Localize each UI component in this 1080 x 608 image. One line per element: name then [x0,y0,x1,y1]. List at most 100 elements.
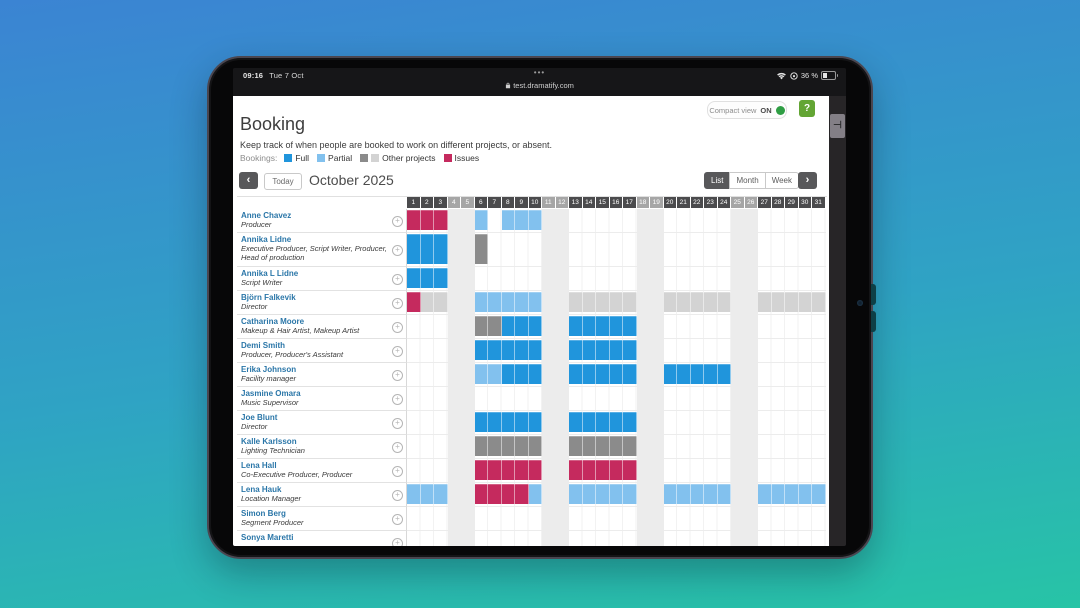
add-booking-icon[interactable]: + [392,466,403,477]
booking-cell-other_dark[interactable] [515,436,529,456]
booking-cell-full[interactable] [583,412,597,432]
booking-cell-full[interactable] [421,268,435,288]
day-header-5[interactable]: 5 [461,197,474,208]
booking-cell-partial[interactable] [488,364,502,384]
booking-cells-area[interactable] [407,363,826,387]
booking-cell-full[interactable] [677,364,691,384]
day-header-21[interactable]: 21 [677,197,690,208]
booking-cell-full[interactable] [569,412,583,432]
booking-cell-full[interactable] [691,364,705,384]
booking-cell-partial[interactable] [610,484,624,504]
day-header-7[interactable]: 7 [488,197,501,208]
booking-cells-area[interactable] [407,387,826,411]
booking-cell-full[interactable] [515,316,529,336]
booking-cell-issues[interactable] [515,460,529,480]
compact-view-toggle[interactable]: Compact view ON [707,101,787,119]
booking-cell-full[interactable] [718,364,732,384]
booking-cell-partial[interactable] [502,292,516,312]
booking-cell-full[interactable] [610,364,624,384]
day-header-15[interactable]: 15 [596,197,609,208]
add-booking-icon[interactable]: + [392,418,403,429]
booking-cells-area[interactable] [407,411,826,435]
booking-cell-partial[interactable] [569,484,583,504]
add-booking-icon[interactable]: + [392,490,403,501]
person-cell[interactable]: Annika L LidneScript Writer+ [237,267,407,291]
booking-cell-full[interactable] [488,340,502,360]
booking-cell-full[interactable] [529,412,543,432]
booking-cell-other_light[interactable] [434,292,448,312]
booking-cell-issues[interactable] [623,460,637,480]
day-header-29[interactable]: 29 [785,197,798,208]
add-booking-icon[interactable]: + [392,370,403,381]
booking-cell-full[interactable] [529,340,543,360]
day-header-22[interactable]: 22 [691,197,704,208]
day-header-14[interactable]: 14 [583,197,596,208]
booking-cell-partial[interactable] [772,484,786,504]
booking-cell-partial[interactable] [515,210,529,230]
booking-cell-other_dark[interactable] [583,436,597,456]
day-header-18[interactable]: 18 [637,197,650,208]
booking-cell-full[interactable] [596,340,610,360]
add-booking-icon[interactable]: + [392,394,403,405]
day-header-31[interactable]: 31 [812,197,825,208]
booking-cell-full[interactable] [569,340,583,360]
day-header-13[interactable]: 13 [569,197,582,208]
booking-cell-full[interactable] [569,316,583,336]
add-booking-icon[interactable]: + [392,245,403,256]
day-header-8[interactable]: 8 [502,197,515,208]
booking-cell-full[interactable] [515,412,529,432]
booking-cell-other_light[interactable] [610,292,624,312]
booking-cell-full[interactable] [421,234,435,264]
booking-cell-other_light[interactable] [772,292,786,312]
day-header-26[interactable]: 26 [745,197,758,208]
day-header-25[interactable]: 25 [731,197,744,208]
booking-cell-full[interactable] [623,412,637,432]
booking-cell-partial[interactable] [812,484,826,504]
booking-cell-full[interactable] [596,364,610,384]
person-cell[interactable]: Catharina MooreMakeup & Hair Artist, Mak… [237,315,407,339]
person-cell[interactable]: Kalle KarlssonLighting Technician+ [237,435,407,459]
booking-cell-other_light[interactable] [583,292,597,312]
panel-collapse-handle[interactable]: ⊣ [830,114,845,138]
booking-cell-partial[interactable] [529,484,543,504]
add-booking-icon[interactable]: + [392,274,403,285]
booking-cell-other_light[interactable] [421,292,435,312]
booking-cell-full[interactable] [610,316,624,336]
booking-cell-other_light[interactable] [799,292,813,312]
booking-cell-full[interactable] [664,364,678,384]
booking-cell-partial[interactable] [799,484,813,504]
booking-cell-full[interactable] [434,234,448,264]
add-booking-icon[interactable]: + [392,216,403,227]
address-bar[interactable]: test.dramatify.com [233,81,846,90]
booking-cell-issues[interactable] [569,460,583,480]
booking-cells-area[interactable] [407,267,826,291]
booking-cell-partial[interactable] [704,484,718,504]
booking-cells-area[interactable] [407,233,826,267]
booking-cell-partial[interactable] [677,484,691,504]
booking-cell-full[interactable] [475,340,489,360]
booking-cell-issues[interactable] [421,210,435,230]
day-header-30[interactable]: 30 [799,197,812,208]
booking-cell-issues[interactable] [434,210,448,230]
booking-cell-issues[interactable] [475,484,489,504]
booking-cells-area[interactable] [407,209,826,233]
booking-cell-issues[interactable] [475,460,489,480]
day-header-11[interactable]: 11 [542,197,555,208]
booking-cell-full[interactable] [488,412,502,432]
booking-cells-area[interactable] [407,315,826,339]
add-booking-icon[interactable]: + [392,442,403,453]
booking-cell-other_light[interactable] [596,292,610,312]
booking-cell-full[interactable] [475,412,489,432]
booking-cell-partial[interactable] [515,292,529,312]
booking-cell-full[interactable] [502,412,516,432]
day-header-4[interactable]: 4 [448,197,461,208]
day-header-17[interactable]: 17 [623,197,636,208]
add-booking-icon[interactable]: + [392,514,403,525]
person-cell[interactable]: Simon BergSegment Producer+ [237,507,407,531]
booking-cell-full[interactable] [502,340,516,360]
booking-cell-partial[interactable] [407,484,421,504]
booking-cell-other_light[interactable] [623,292,637,312]
booking-cell-full[interactable] [583,364,597,384]
booking-cell-other_dark[interactable] [475,234,489,264]
add-booking-icon[interactable]: + [392,298,403,309]
